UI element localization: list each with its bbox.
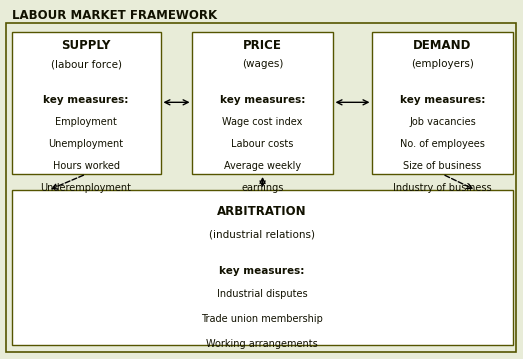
Text: PRICE: PRICE <box>243 39 282 52</box>
Text: Employment: Employment <box>55 117 117 127</box>
Text: (labour force): (labour force) <box>51 59 121 69</box>
Text: No. of employees: No. of employees <box>400 139 485 149</box>
Bar <box>12 190 513 345</box>
Text: Unemployment: Unemployment <box>49 139 123 149</box>
Text: ARBITRATION: ARBITRATION <box>217 205 307 218</box>
Text: SUPPLY: SUPPLY <box>61 39 111 52</box>
Text: key measures:: key measures: <box>219 266 305 276</box>
Text: Underemployment: Underemployment <box>41 183 131 194</box>
Text: key measures:: key measures: <box>400 95 485 105</box>
Text: LABOUR MARKET FRAMEWORK: LABOUR MARKET FRAMEWORK <box>12 9 217 22</box>
Text: (industrial relations): (industrial relations) <box>209 230 315 240</box>
Text: Wage cost index: Wage cost index <box>222 117 303 127</box>
Bar <box>372 32 513 174</box>
Text: DEMAND: DEMAND <box>413 39 472 52</box>
Text: key measures:: key measures: <box>220 95 305 105</box>
Text: (employers): (employers) <box>411 59 474 69</box>
Text: Hours worked: Hours worked <box>52 161 120 171</box>
Text: (wages): (wages) <box>242 59 283 69</box>
Text: Trade union membership: Trade union membership <box>201 314 323 324</box>
Text: Industrial disputes: Industrial disputes <box>217 289 308 299</box>
Text: Working arrangements: Working arrangements <box>206 339 318 349</box>
Text: earnings: earnings <box>241 183 284 194</box>
Text: Job vacancies: Job vacancies <box>409 117 476 127</box>
Bar <box>192 32 333 174</box>
Text: Industry of business: Industry of business <box>393 183 492 194</box>
Text: Size of business: Size of business <box>403 161 482 171</box>
Text: key measures:: key measures: <box>43 95 129 105</box>
Bar <box>12 32 161 174</box>
Text: Labour costs: Labour costs <box>231 139 294 149</box>
Text: Average weekly: Average weekly <box>224 161 301 171</box>
